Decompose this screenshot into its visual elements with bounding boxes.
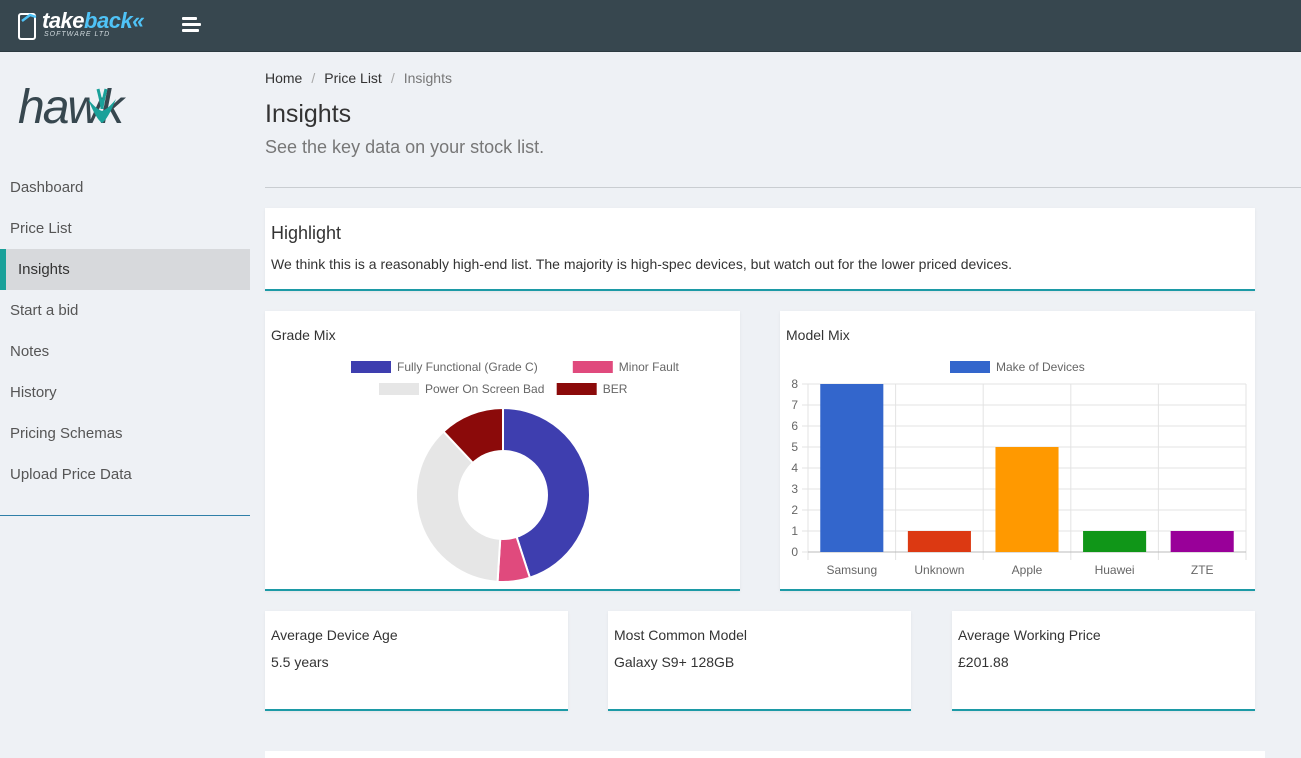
y-tick-label: 3 [791, 482, 798, 496]
bar[interactable] [907, 531, 971, 552]
x-tick-label: Unknown [914, 563, 964, 577]
bar[interactable] [1170, 531, 1234, 552]
hawk-logo-graphic: hawk [18, 81, 129, 134]
y-tick-label: 1 [791, 524, 798, 538]
bar[interactable] [820, 384, 884, 552]
x-tick-label: Apple [1012, 563, 1043, 577]
sidebar-item-upload-price-data[interactable]: Upload Price Data [10, 466, 132, 483]
legend-label[interactable]: Power On Screen Bad [425, 382, 544, 396]
sidebar-item-insights[interactable]: Insights [0, 249, 250, 290]
grade-mix-title: Grade Mix [271, 327, 336, 343]
sidebar-item-price-list[interactable]: Price List [10, 220, 72, 237]
model-mix-card: Model Mix Make of Devices 0 1 2 3 4 5 6 7 8 Samsu… [780, 311, 1255, 591]
y-tick-label: 6 [791, 419, 798, 433]
top-navbar: takeback« SOFTWARE LTD [0, 0, 1301, 52]
takeback-logo[interactable]: takeback« SOFTWARE LTD [16, 8, 146, 43]
sidebar-item-start-a-bid[interactable]: Start a bid [10, 302, 79, 319]
sidebar-item-notes[interactable]: Notes [10, 343, 50, 360]
legend-label[interactable]: BER [603, 382, 628, 396]
bar[interactable] [1083, 531, 1147, 552]
y-tick-label: 2 [791, 503, 798, 517]
most-common-model-value: Galaxy S9+ 128GB [614, 654, 735, 670]
sidebar-item-history[interactable]: History [10, 384, 57, 401]
average-device-age-value: 5.5 years [271, 654, 329, 670]
highlight-card: Highlight We think this is a reasonably … [265, 208, 1255, 291]
brand-subtitle: SOFTWARE LTD [44, 31, 111, 38]
sidebar-nav: Dashboard Price List Insights Start a bi… [0, 167, 250, 495]
most-common-model-card: Most Common Model Galaxy S9+ 128GB [608, 611, 911, 711]
breadcrumb: Home / Price List / Insights [265, 70, 452, 86]
next-card [265, 751, 1265, 758]
page-title: Insights [265, 100, 352, 128]
highlight-title: Highlight [271, 223, 342, 243]
legend-swatch[interactable] [572, 361, 613, 373]
brand-wordmark: takeback« [42, 8, 144, 33]
legend-swatch[interactable] [379, 383, 419, 395]
x-tick-label: ZTE [1191, 563, 1214, 577]
average-device-age-card: Average Device Age 5.5 years [265, 611, 568, 711]
breadcrumb-separator: / [390, 70, 395, 86]
breadcrumb-separator: / [311, 70, 316, 86]
grade-mix-chart: Fully Functional (Grade C) Minor Fault Pow… [351, 360, 680, 583]
legend-label[interactable]: Make of Devices [996, 360, 1085, 374]
y-tick-label: 4 [791, 461, 798, 475]
sidebar-item-pricing-schemas[interactable]: Pricing Schemas [10, 425, 123, 442]
breadcrumb-current: Insights [403, 70, 452, 86]
average-device-age-label: Average Device Age [271, 627, 398, 643]
legend-swatch[interactable] [351, 361, 391, 373]
x-tick-label: Huawei [1095, 563, 1135, 577]
y-tick-label: 0 [791, 545, 798, 559]
highlight-text: We think this is a reasonably high-end l… [271, 256, 1013, 272]
legend-swatch[interactable] [556, 383, 597, 395]
sidebar-item-dashboard[interactable]: Dashboard [10, 179, 84, 196]
average-working-price-card: Average Working Price £201.88 [952, 611, 1255, 711]
average-working-price-value: £201.88 [958, 654, 1009, 670]
most-common-model-label: Most Common Model [614, 627, 748, 643]
y-tick-label: 7 [791, 398, 798, 412]
y-tick-label: 5 [791, 440, 798, 454]
hamburger-menu-icon[interactable] [182, 17, 202, 35]
legend-label[interactable]: Fully Functional (Grade C) [397, 360, 538, 374]
x-tick-label: Samsung [826, 563, 877, 577]
pie-slice[interactable] [415, 430, 505, 583]
bar[interactable] [995, 447, 1059, 552]
sidebar-divider [0, 515, 250, 516]
legend-swatch[interactable] [950, 361, 990, 373]
breadcrumb-home[interactable]: Home [265, 70, 303, 86]
sidebar: hawk Dashboard Price List Insights Start… [0, 53, 250, 758]
y-tick-label: 8 [791, 377, 798, 391]
legend-label[interactable]: Minor Fault [619, 360, 680, 374]
phone-logo-icon [18, 13, 37, 40]
average-working-price-label: Average Working Price [958, 627, 1101, 643]
header-divider [265, 187, 1301, 188]
page-subtitle: See the key data on your stock list. [265, 137, 545, 157]
model-mix-title: Model Mix [786, 327, 850, 343]
model-mix-chart: Make of Devices 0 1 2 3 4 5 6 7 8 Samsung Unknown A… [791, 360, 1247, 577]
breadcrumb-price-list[interactable]: Price List [324, 70, 382, 86]
hawk-logo: hawk [18, 79, 148, 134]
grade-mix-card: Grade Mix Fully Functional (Grade C) Mino… [265, 311, 740, 591]
